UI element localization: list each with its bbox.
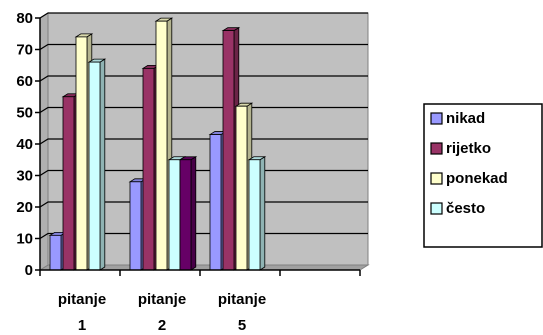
- legend-label-ponekad: ponekad: [446, 170, 508, 187]
- bar-front: [168, 159, 181, 271]
- bar-front: [129, 181, 142, 271]
- bar-često-0: [87, 58, 107, 271]
- x-category-label: pitanje: [218, 291, 266, 308]
- gridline: [39, 138, 368, 145]
- y-tick-label: 20: [16, 199, 33, 216]
- bar-front: [209, 134, 222, 271]
- gridline: [39, 12, 368, 19]
- legend-swatch-rijetko: [430, 142, 443, 155]
- legend-label-nikad: nikad: [446, 110, 485, 127]
- axes: [35, 17, 361, 276]
- bars: [48, 17, 267, 271]
- bar-side: [99, 58, 106, 271]
- bar-front: [75, 36, 88, 271]
- gridline: [39, 75, 368, 82]
- legend: nikad rijetko ponekad često: [423, 103, 543, 248]
- bar-front: [49, 234, 62, 271]
- x-category-label-line2: 1: [78, 317, 86, 334]
- y-tick-label: 30: [16, 168, 33, 185]
- legend-label-rijetko: rijetko: [446, 140, 491, 157]
- x-category-label: pitanje: [58, 291, 106, 308]
- gridline: [39, 106, 368, 114]
- y-tick-label: 40: [16, 136, 33, 153]
- gridline: [39, 43, 368, 51]
- bar-front: [155, 20, 168, 271]
- x-category-labels: pitanje 1 pitanje 2 pitanje 5: [58, 291, 266, 334]
- y-tick-labels: 0 10 20 30 40 50 60 70 80: [16, 10, 33, 279]
- x-category-label: pitanje: [138, 291, 186, 308]
- y-tick-label: 70: [16, 42, 33, 59]
- y-tick-label: 0: [25, 262, 33, 279]
- bar-side: [190, 156, 197, 271]
- legend-swatch-često: [430, 202, 443, 215]
- legend-label-često: često: [446, 200, 485, 217]
- bar-front: [62, 96, 75, 271]
- legend-swatch-ponekad: [430, 172, 443, 185]
- bar-front: [235, 105, 248, 271]
- bar-front: [179, 159, 192, 271]
- x-category-label-line2: 2: [158, 317, 166, 334]
- x-category-label-line2: 5: [238, 317, 246, 334]
- bar-front: [248, 159, 261, 271]
- y-tick-label: 10: [16, 231, 33, 248]
- bar-front: [142, 68, 155, 271]
- bar-front: [222, 30, 235, 271]
- legend-swatch-nikad: [430, 112, 443, 125]
- bar-extra-0: [178, 156, 198, 271]
- y-tick-label: 50: [16, 105, 33, 122]
- legend-box: [423, 103, 543, 248]
- y-tick-label: 80: [16, 10, 33, 27]
- bar-front: [88, 61, 101, 271]
- bar-često-2: [247, 156, 267, 271]
- bar-side: [259, 156, 266, 271]
- y-tick-label: 60: [16, 73, 33, 90]
